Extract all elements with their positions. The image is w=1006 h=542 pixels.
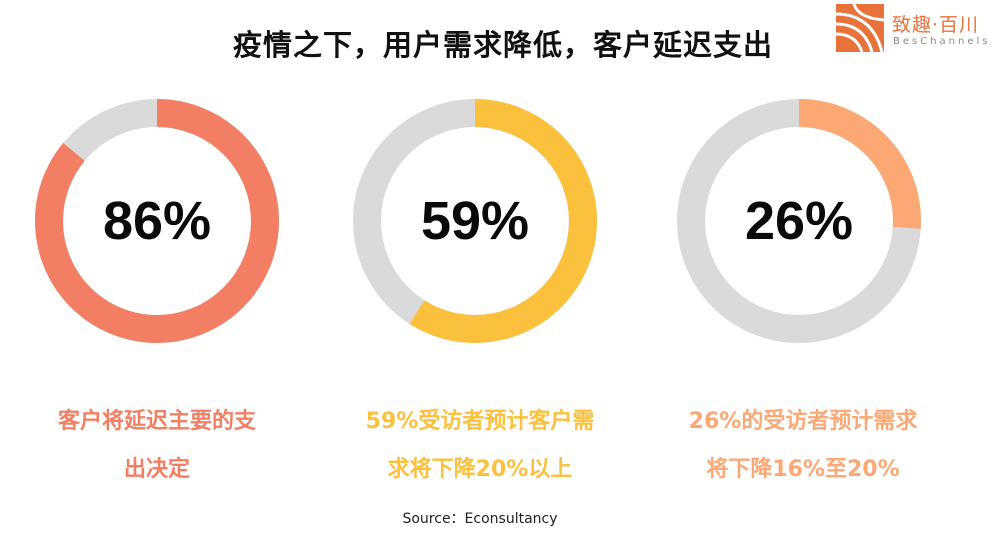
caption-line: 将下降16%至20% [706,457,900,482]
donut-chart-svg-3 [677,99,921,343]
brand-name-en: BesChannels [893,36,991,47]
donut-value-arc [353,99,597,343]
brand-logo: 致趣·百川 BesChannels [836,4,1004,52]
percent-value: 26% [744,191,854,251]
caption-line: 求将下降20%以上 [387,457,573,482]
brand-logo-icon [836,4,884,52]
donut-chart-3: 26% [674,96,924,346]
donut-chart-svg-2 [353,99,597,343]
brand-name: 致趣·百川 [892,14,980,36]
caption-1: 客户将延迟主要的支 出决定 [7,398,307,494]
caption-line: 26%的受访者预计需求 [688,409,918,434]
caption-3: 26%的受访者预计需求 将下降16%至20% [653,398,953,494]
page-title: 疫情之下，用户需求降低，客户延迟支出 [232,28,773,62]
source-note: Source：Econsultancy [402,511,558,527]
caption-line: 59%受访者预计客户需 [365,409,595,434]
caption-line: 客户将延迟主要的支 [57,409,256,434]
caption-2: 59%受访者预计客户需 求将下降20%以上 [330,398,630,494]
caption-line: 出决定 [123,457,190,482]
donut-chart-svg-1 [35,99,279,343]
donut-chart-1: 86% [32,96,282,346]
donut-value-arc [35,99,279,343]
donut-chart-2: 59% [350,96,600,346]
percent-value: 86% [102,191,212,251]
percent-value: 59% [420,191,530,251]
donut-value-arc [677,99,921,343]
